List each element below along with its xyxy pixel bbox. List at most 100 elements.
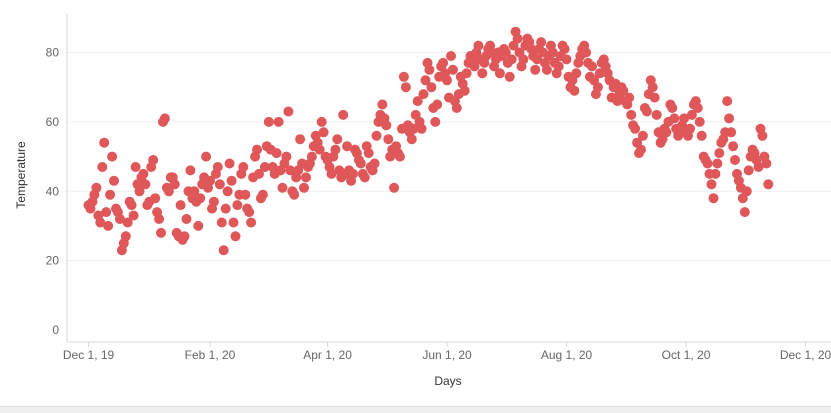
- data-point: [469, 61, 480, 72]
- data-point: [406, 134, 417, 145]
- data-point: [189, 186, 200, 197]
- data-point: [587, 61, 597, 72]
- data-point: [130, 162, 141, 172]
- x-tick-label: Jun 1, 20: [422, 348, 472, 362]
- data-point: [730, 155, 740, 165]
- data-point: [553, 61, 564, 72]
- data-point: [757, 130, 768, 141]
- x-tick-label: Apr 1, 20: [303, 348, 352, 362]
- data-point: [383, 134, 394, 145]
- data-point: [506, 54, 517, 65]
- data-point: [150, 193, 161, 204]
- data-point: [686, 109, 697, 120]
- data-point: [438, 57, 449, 68]
- data-point: [228, 217, 239, 228]
- data-point: [222, 186, 233, 197]
- data-point: [101, 207, 112, 218]
- data-point: [424, 64, 435, 75]
- data-point: [271, 148, 282, 159]
- data-point: [238, 162, 249, 172]
- data-point: [630, 123, 641, 134]
- data-point: [408, 123, 419, 134]
- data-point: [163, 186, 174, 197]
- data-point: [316, 116, 327, 127]
- data-point: [128, 210, 139, 221]
- data-point: [547, 47, 558, 58]
- data-point: [201, 151, 212, 162]
- data-point: [363, 148, 374, 159]
- x-tick-label: Oct 1, 20: [662, 348, 711, 362]
- data-point: [494, 68, 505, 79]
- data-point: [99, 137, 110, 148]
- data-point: [301, 172, 311, 183]
- data-point: [338, 109, 349, 120]
- data-point: [726, 127, 737, 138]
- data-point: [246, 217, 257, 228]
- data-point: [107, 151, 118, 162]
- data-point: [504, 71, 515, 82]
- data-point: [714, 148, 725, 159]
- data-point: [541, 64, 552, 75]
- data-point: [389, 182, 400, 193]
- data-point: [169, 179, 180, 190]
- data-point: [712, 158, 723, 169]
- data-point: [710, 168, 721, 179]
- data-point: [126, 200, 137, 211]
- y-tick-label: 0: [52, 323, 59, 337]
- data-point: [518, 54, 529, 65]
- data-point: [259, 162, 270, 172]
- data-point: [571, 68, 582, 79]
- data-point: [624, 92, 635, 103]
- data-point: [395, 151, 405, 162]
- data-point: [753, 162, 764, 172]
- bottom-scroll-strip: [0, 406, 831, 413]
- data-point: [314, 144, 325, 155]
- data-point: [212, 162, 223, 172]
- data-point: [185, 165, 196, 176]
- data-point: [348, 168, 358, 179]
- data-point: [763, 179, 774, 190]
- data-point: [109, 175, 119, 186]
- data-point: [263, 116, 274, 127]
- data-point: [105, 189, 116, 200]
- data-point: [473, 40, 484, 51]
- data-point: [618, 85, 629, 96]
- data-point: [669, 113, 680, 124]
- data-point: [637, 130, 648, 141]
- data-point: [381, 120, 392, 131]
- axes: [66, 14, 831, 343]
- data-point: [418, 89, 429, 100]
- data-point: [140, 179, 151, 190]
- y-tick-label: 60: [46, 115, 60, 129]
- data-point: [446, 51, 456, 61]
- data-point: [369, 158, 380, 169]
- data-point: [442, 75, 452, 86]
- data-point: [299, 182, 309, 193]
- data-point: [679, 113, 690, 124]
- data-point: [647, 82, 658, 93]
- data-point: [500, 47, 511, 58]
- y-axis-title: Temperature: [14, 141, 28, 209]
- data-point: [289, 189, 300, 200]
- data-point: [91, 182, 102, 193]
- x-tick-label: Dec 1, 20: [780, 348, 831, 362]
- data-point: [743, 165, 754, 176]
- data-point: [326, 168, 337, 179]
- data-point: [694, 116, 705, 127]
- data-point: [295, 134, 306, 145]
- data-point: [179, 231, 190, 242]
- data-point: [230, 231, 241, 242]
- data-point: [722, 96, 733, 107]
- data-point: [120, 231, 131, 242]
- data-point: [702, 158, 713, 169]
- data-point: [214, 179, 225, 190]
- x-tick-label: Dec 1, 19: [63, 348, 115, 362]
- data-point: [412, 96, 423, 107]
- data-point: [283, 106, 294, 117]
- data-point: [240, 189, 251, 200]
- data-point: [281, 151, 292, 162]
- data-point: [594, 68, 605, 79]
- data-point: [447, 64, 458, 75]
- data-point: [461, 68, 472, 79]
- data-point: [377, 99, 388, 110]
